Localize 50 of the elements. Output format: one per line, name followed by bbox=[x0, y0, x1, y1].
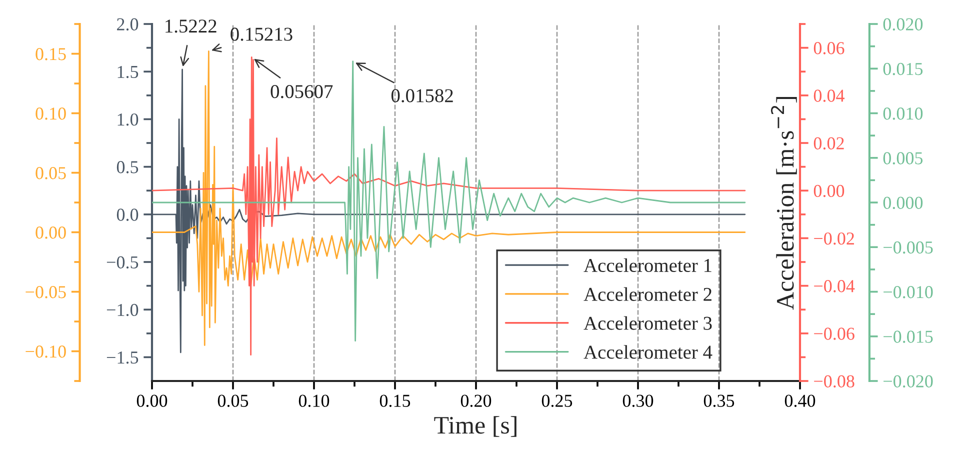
x-tick-label: 0.15 bbox=[380, 394, 410, 407]
y-tick-label: 0.0 bbox=[116, 208, 138, 221]
x-tick-label: 0.40 bbox=[784, 394, 816, 407]
y-tick-label: −0.02 bbox=[814, 232, 854, 245]
legend-label: Accelerometer 3 bbox=[584, 316, 712, 330]
y-tick-label: 0.005 bbox=[883, 152, 923, 164]
x-tick-label: 0.20 bbox=[460, 394, 492, 407]
y-tick-label: −0.10 bbox=[26, 346, 66, 358]
y-tick-label: −0.5 bbox=[106, 256, 138, 269]
y-tick-label: 0.015 bbox=[883, 62, 923, 76]
x-tick-label: 0.05 bbox=[218, 394, 248, 407]
x-tick-label: 0.25 bbox=[542, 394, 572, 407]
y-tick-label: −0.06 bbox=[814, 328, 854, 340]
y-tick-label: −0.010 bbox=[884, 286, 933, 298]
annotation: 0.01582 bbox=[391, 89, 453, 102]
x-axis-title: Time [s] bbox=[434, 416, 516, 437]
y-tick-label: 0.10 bbox=[36, 108, 66, 120]
annotation: 0.05607 bbox=[270, 85, 333, 98]
y-axis-title: Acceleration [m·s$^{−2}$] bbox=[770, 97, 797, 310]
legend-label: Accelerometer 4 bbox=[584, 345, 712, 359]
y-tick-label: 1.0 bbox=[118, 113, 138, 126]
y-tick-label: 0.020 bbox=[883, 18, 923, 31]
annotation: 0.15213 bbox=[230, 28, 292, 41]
y-tick-label: 2.0 bbox=[117, 18, 138, 31]
annotation: 1.5222 bbox=[166, 20, 216, 33]
y-tick-label: 0.00 bbox=[814, 184, 844, 198]
y-tick-label: −0.08 bbox=[814, 375, 854, 388]
y-tick-label: −0.05 bbox=[26, 286, 66, 298]
y-tick-label: 0.06 bbox=[814, 42, 844, 54]
y-tick-label: −1.5 bbox=[106, 352, 138, 364]
y-tick-label: 0.02 bbox=[814, 137, 844, 150]
y-tick-label: −1.0 bbox=[106, 304, 138, 316]
legend-label: Accelerometer 1 bbox=[584, 258, 712, 272]
x-tick-label: 0.10 bbox=[298, 394, 330, 407]
y-tick-label: −0.005 bbox=[884, 241, 933, 254]
y-tick-label: 1.5 bbox=[118, 66, 138, 78]
y-tick-label: −0.04 bbox=[814, 280, 855, 292]
y-tick-label: 0.15 bbox=[36, 48, 66, 60]
y-tick-label: 0.04 bbox=[814, 90, 845, 102]
y-tick-label: 0.05 bbox=[36, 167, 66, 180]
x-tick-label: 0.35 bbox=[704, 394, 734, 407]
y-tick-label: 0.5 bbox=[116, 161, 138, 174]
x-tick-label: 0.30 bbox=[622, 394, 654, 407]
y-tick-label: −0.015 bbox=[884, 330, 933, 343]
y-tick-label: 0.000 bbox=[883, 196, 923, 210]
y-tick-label: 0.010 bbox=[883, 108, 923, 120]
x-tick-label: 0.00 bbox=[136, 394, 168, 407]
y-tick-label: 0.00 bbox=[36, 226, 66, 239]
legend-label: Accelerometer 2 bbox=[584, 287, 712, 301]
y-tick-label: −0.020 bbox=[884, 375, 933, 388]
